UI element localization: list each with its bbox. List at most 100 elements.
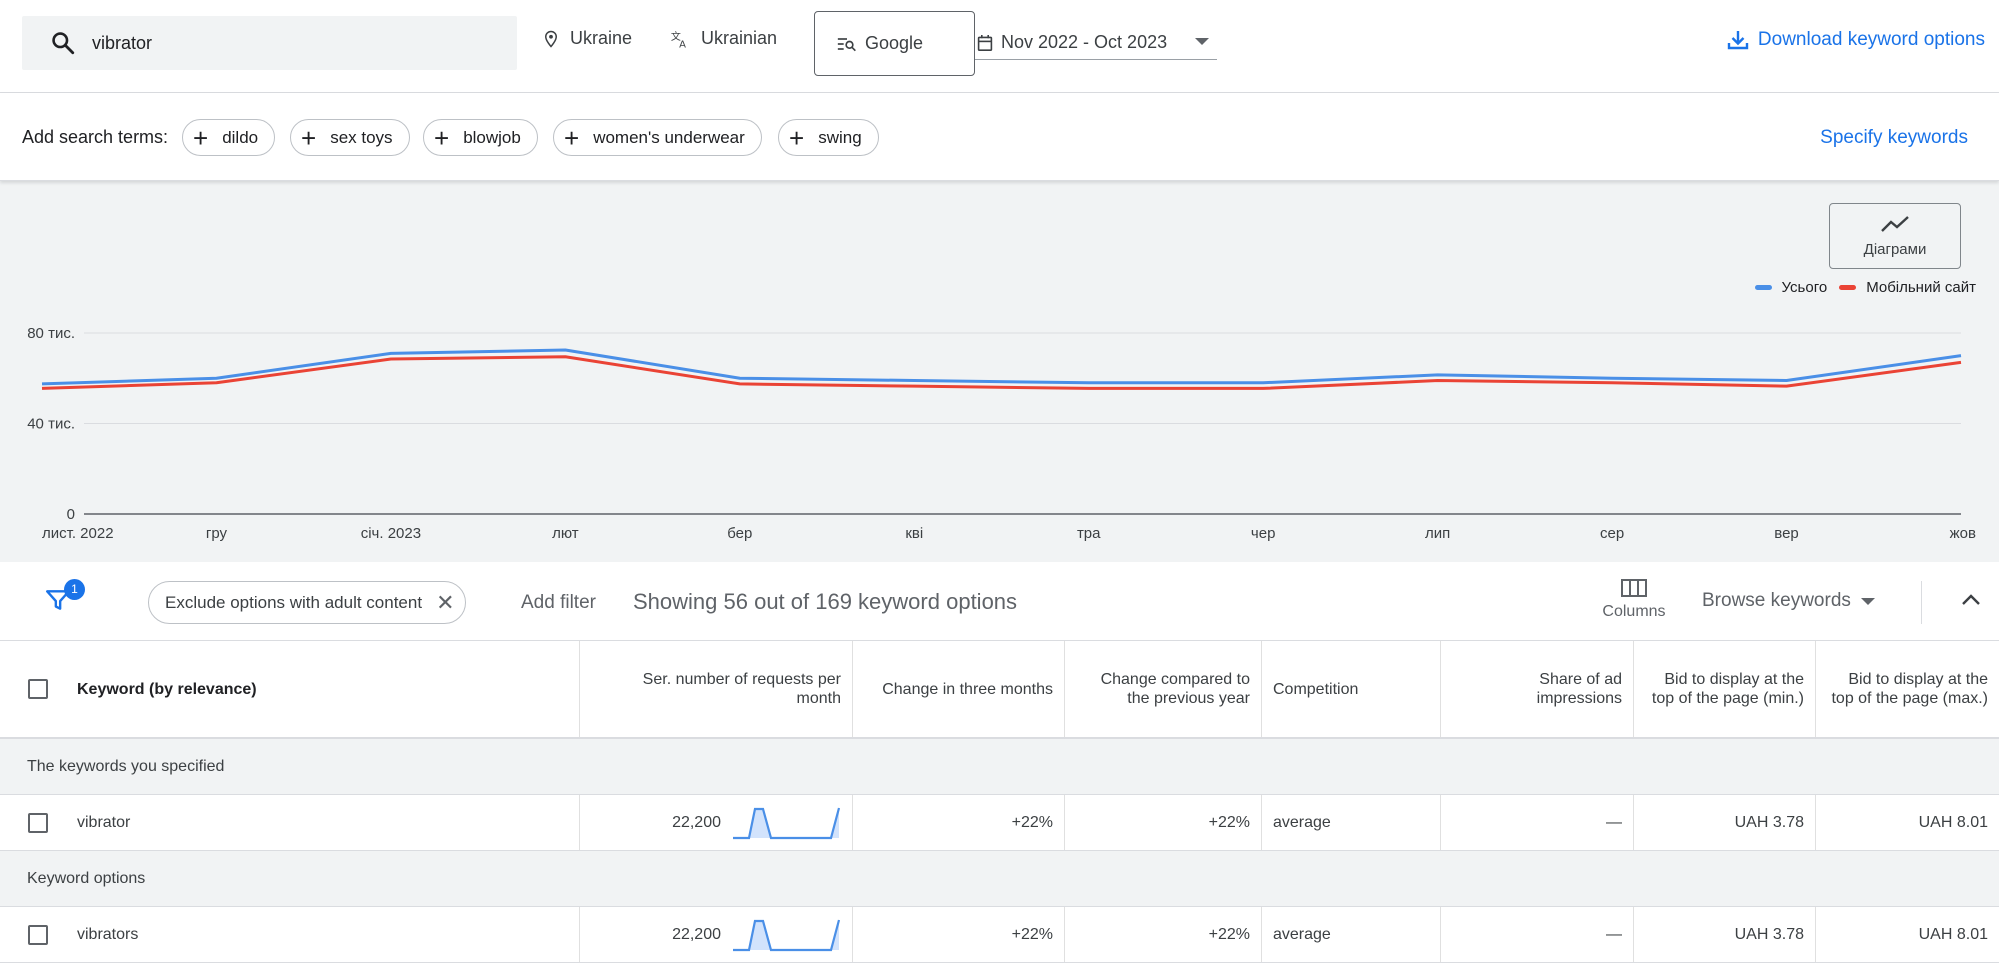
trend-chart-svg: 0 40 тис. 80 тис. лист. 2022 гру січ. 2023 лют…	[27, 325, 1976, 542]
group-header-options: Keyword options	[0, 851, 1999, 907]
header-impression-share[interactable]: Share of ad impressions	[1441, 641, 1634, 737]
header-keyword[interactable]: Keyword (by relevance)	[0, 641, 580, 737]
competition-cell: average	[1262, 795, 1441, 850]
svg-text:文: 文	[671, 29, 681, 42]
add-term-chip-womens-underwear[interactable]: + women's underwear	[553, 119, 762, 156]
header-label: Ser. number of requests per month	[642, 671, 841, 707]
plus-icon: +	[564, 122, 580, 153]
calendar-icon	[977, 34, 993, 51]
x-tick-label: бер	[727, 525, 752, 542]
specify-keywords-link[interactable]: Specify keywords	[1820, 127, 1968, 148]
avg-requests-cell: 22,200	[580, 907, 853, 962]
bid-min-cell: UAH 3.78	[1634, 907, 1816, 962]
add-term-chip-sex-toys[interactable]: + sex toys	[290, 119, 410, 156]
bid-max-cell: UAH 8.01	[1918, 925, 1988, 943]
add-term-chip-blowjob[interactable]: + blowjob	[423, 119, 538, 156]
row-checkbox[interactable]	[28, 812, 48, 833]
header-change-yoy[interactable]: Change compared to the previous year	[1065, 641, 1262, 737]
keyword-cell: vibrator	[0, 795, 580, 850]
date-range-label: Nov 2022 - Oct 2023	[1001, 32, 1168, 52]
chevron-down-icon	[1195, 38, 1209, 45]
chart-type-button[interactable]: Діаграми	[1829, 203, 1961, 269]
plus-icon: +	[789, 122, 805, 153]
close-icon[interactable]: ✕	[436, 589, 455, 615]
trend-sparkline	[733, 807, 841, 839]
location-selector[interactable]: Ukraine	[542, 28, 632, 49]
avg-requests-value: 22,200	[672, 925, 721, 943]
chip-label: women's underwear	[593, 127, 745, 147]
x-tick-label: гру	[206, 525, 228, 542]
columns-button[interactable]: Columns	[1593, 578, 1675, 621]
search-value[interactable]: vibrator	[92, 32, 153, 53]
results-count-text: Showing 56 out of 169 keyword options	[633, 589, 1018, 614]
avg-requests-cell: 22,200	[580, 795, 853, 850]
table-row[interactable]: vibrators 22,200 +22% +22% average — UAH…	[0, 907, 1999, 963]
chevron-down-icon	[1860, 597, 1875, 605]
header-bid-min[interactable]: Bid to display at the top of the page (m…	[1634, 641, 1816, 737]
group-header-specified: The keywords you specified	[0, 739, 1999, 795]
exclude-adult-filter-chip[interactable]: Exclude options with adult content ✕	[148, 581, 466, 624]
header-competition[interactable]: Competition	[1262, 641, 1441, 737]
header-avg-requests[interactable]: Ser. number of requests per month	[580, 641, 853, 737]
impression-share-cell: —	[1441, 907, 1634, 962]
bid-min-cell: UAH 3.78	[1634, 795, 1816, 850]
network-label: Google	[865, 33, 924, 53]
add-search-terms-label: Add search terms:	[22, 127, 169, 147]
chart-legend: Усього Мобільний сайт	[1743, 279, 1976, 296]
chip-label: blowjob	[463, 127, 521, 147]
header-label: Share of ad impressions	[1536, 671, 1622, 707]
download-keywords-button[interactable]: Download keyword options	[1726, 28, 1985, 52]
line-chart-icon	[1881, 216, 1909, 232]
columns-label: Columns	[1602, 603, 1666, 620]
table-row[interactable]: vibrator 22,200 +22% +22% average — UAH …	[0, 795, 1999, 851]
x-tick-label: кві	[905, 525, 923, 542]
row-checkbox[interactable]	[28, 924, 48, 945]
search-icon	[52, 32, 75, 55]
language-label: Ukrainian	[701, 28, 778, 48]
network-selector[interactable]: Google	[814, 11, 975, 76]
header-change-3m[interactable]: Change in three months	[853, 641, 1065, 737]
y-tick-label: 0	[67, 506, 75, 523]
x-tick-label: січ. 2023	[361, 525, 421, 542]
select-all-checkbox[interactable]	[28, 679, 48, 699]
x-tick-label: жов	[1950, 525, 1976, 542]
add-term-chip-swing[interactable]: + swing	[778, 119, 879, 156]
browse-keywords-dropdown[interactable]: Browse keywords	[1702, 590, 1875, 612]
x-tick-label: вер	[1774, 525, 1799, 542]
header-bid-max[interactable]: Bid to display at the top of the page (m…	[1816, 641, 1999, 737]
x-tick-label: лист. 2022	[42, 525, 114, 542]
add-filter-button[interactable]: Add filter	[521, 592, 596, 613]
columns-icon	[1621, 579, 1647, 597]
legend-swatch-total	[1754, 285, 1772, 290]
search-network-icon	[837, 37, 856, 51]
x-tick-label: чер	[1251, 525, 1276, 542]
header-label: Bid to display at the top of the page (m…	[1831, 671, 1988, 707]
keyword-search-input[interactable]: vibrator	[22, 16, 517, 70]
exclude-adult-label: Exclude options with adult content	[165, 592, 423, 612]
chip-label: sex toys	[330, 127, 393, 147]
chevron-up-icon[interactable]	[1960, 592, 1982, 608]
impression-share-cell: —	[1441, 795, 1634, 850]
search-volume-chart: 0 40 тис. 80 тис. лист. 2022 гру січ. 2023 лют…	[0, 181, 1999, 562]
legend-label-total: Усього	[1781, 279, 1828, 296]
add-term-chip-dildo[interactable]: + dildo	[182, 119, 276, 156]
header-label: Bid to display at the top of the page (m…	[1651, 671, 1804, 707]
download-icon	[1727, 31, 1749, 50]
browse-keywords-label: Browse keywords	[1702, 590, 1851, 611]
competition-cell: average	[1262, 907, 1441, 962]
keyword-text: vibrators	[77, 925, 139, 943]
date-range-selector[interactable]: Nov 2022 - Oct 2023	[975, 26, 1217, 60]
y-tick-label: 40 тис.	[27, 416, 75, 433]
trend-sparkline	[733, 919, 841, 951]
change-3m-cell: +22%	[853, 795, 1065, 850]
change-3m-cell: +22%	[853, 907, 1065, 962]
legend-swatch-mobile	[1839, 285, 1857, 290]
plus-icon: +	[193, 122, 209, 153]
header-keyword-label: Keyword (by relevance)	[77, 680, 257, 698]
change-yoy-cell: +22%	[1065, 795, 1262, 850]
series-line-mobile	[41, 355, 1962, 390]
legend-label-mobile: Мобільний сайт	[1866, 279, 1976, 296]
add-search-terms-bar: Add search terms: + dildo + sex toys + blow…	[0, 93, 1999, 181]
plus-icon: +	[434, 122, 450, 153]
